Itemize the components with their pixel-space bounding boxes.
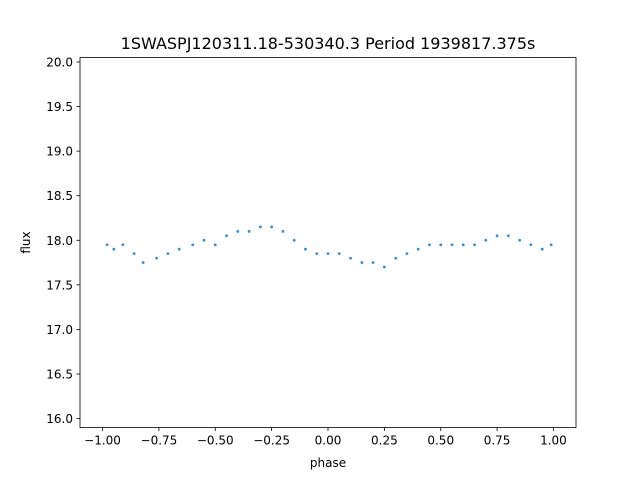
y-tick-label: 19.0 bbox=[46, 145, 73, 159]
x-tick-label: 1.00 bbox=[540, 434, 567, 448]
x-tick-label: 0.25 bbox=[371, 434, 398, 448]
data-point bbox=[121, 243, 125, 247]
data-point bbox=[326, 252, 330, 256]
y-tick-label: 16.5 bbox=[46, 368, 73, 382]
data-point bbox=[155, 256, 159, 260]
data-point bbox=[141, 261, 145, 264]
data-point bbox=[292, 238, 296, 242]
y-tick-label: 19.5 bbox=[46, 100, 73, 114]
data-point bbox=[428, 243, 431, 247]
data-point bbox=[105, 243, 109, 247]
x-axis-label: phase bbox=[310, 456, 346, 470]
data-point bbox=[177, 247, 181, 251]
data-point bbox=[549, 243, 553, 247]
data-point bbox=[405, 252, 409, 256]
data-point bbox=[461, 243, 465, 247]
data-point bbox=[529, 243, 533, 247]
data-point bbox=[315, 252, 319, 256]
data-point bbox=[518, 238, 522, 242]
data-point bbox=[270, 225, 274, 229]
y-axis-label: flux bbox=[19, 231, 33, 253]
data-point bbox=[473, 243, 476, 247]
data-point bbox=[166, 252, 170, 256]
x-tick-label: −0.50 bbox=[197, 434, 234, 448]
y-tick-label: 17.0 bbox=[46, 323, 73, 337]
data-point bbox=[540, 247, 544, 251]
x-tick-label: −0.25 bbox=[253, 434, 290, 448]
data-point bbox=[484, 238, 488, 242]
data-point bbox=[112, 247, 116, 251]
data-point bbox=[360, 261, 364, 264]
y-tick-label: 17.5 bbox=[46, 278, 73, 292]
data-point bbox=[191, 243, 195, 247]
data-point bbox=[258, 225, 262, 229]
x-tick-label: −1.00 bbox=[84, 434, 121, 448]
chart-title: 1SWASPJ120311.18-530340.3 Period 1939817… bbox=[121, 34, 536, 53]
data-point bbox=[202, 238, 206, 242]
y-axis: 16.0 16.5 17.0 17.5 18.0 18.5 19.0 19.5 20.0 bbox=[46, 55, 80, 426]
x-tick-label: 0.50 bbox=[427, 434, 454, 448]
data-point bbox=[337, 252, 341, 256]
data-point bbox=[304, 247, 307, 251]
data-point bbox=[416, 247, 420, 251]
x-tick-label: 0.75 bbox=[484, 434, 511, 448]
data-point bbox=[394, 256, 398, 260]
data-point bbox=[495, 234, 499, 238]
data-point bbox=[439, 243, 443, 247]
x-axis: −1.00 −0.75 −0.50 −0.25 0.00 0.25 0.50 0.75 1.00 bbox=[84, 427, 567, 448]
data-point bbox=[225, 234, 228, 238]
data-point bbox=[450, 243, 454, 247]
data-points bbox=[105, 225, 553, 269]
y-tick-label: 18.5 bbox=[46, 189, 73, 203]
data-point bbox=[236, 229, 240, 233]
x-tick-label: 0.00 bbox=[315, 434, 342, 448]
data-point bbox=[382, 265, 386, 269]
data-point bbox=[281, 229, 285, 233]
data-point bbox=[213, 243, 217, 247]
data-point bbox=[371, 261, 375, 264]
data-point bbox=[349, 256, 352, 260]
x-tick-label: −0.75 bbox=[141, 434, 178, 448]
y-tick-label: 18.0 bbox=[46, 234, 73, 248]
data-point bbox=[506, 234, 510, 238]
y-tick-label: 16.0 bbox=[46, 412, 73, 426]
y-tick-label: 20.0 bbox=[46, 55, 73, 69]
data-point bbox=[247, 229, 251, 233]
data-point bbox=[132, 252, 136, 256]
